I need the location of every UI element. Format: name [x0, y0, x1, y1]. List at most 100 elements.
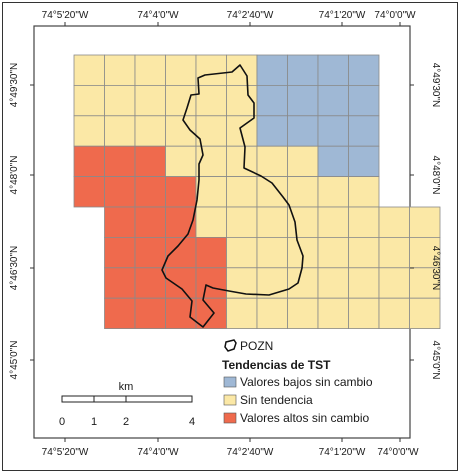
grid-cell	[134, 176, 166, 208]
grid-cell	[256, 85, 288, 117]
grid-cell	[256, 206, 288, 238]
grid-cell	[317, 236, 349, 269]
grid-cell	[287, 54, 319, 86]
grid-cell	[165, 145, 197, 177]
scale-tick-label: 0	[59, 416, 65, 428]
grid-cell	[104, 145, 136, 177]
grid-cell	[104, 297, 136, 330]
bottom-lon-label: 74°0'0"W	[377, 447, 419, 458]
legend-item-label: Sin tendencia	[240, 393, 313, 407]
grid-cell	[287, 267, 319, 299]
grid-cell	[195, 176, 227, 208]
grid-cell	[104, 176, 136, 208]
legend-swatch-none	[223, 394, 237, 406]
right-lat-label: 4°49'30"N	[430, 63, 441, 108]
grid-cell	[348, 297, 380, 330]
grid-cell	[73, 176, 105, 208]
scale-tick-label: 4	[189, 416, 195, 428]
grid-cell	[287, 85, 319, 117]
grid-cell	[195, 236, 227, 269]
grid-cell	[348, 85, 380, 117]
left-lat-label: 4°45'0"N	[9, 341, 20, 380]
grid-cell	[378, 206, 410, 238]
left-lat-label: 4°48'0"N	[9, 156, 20, 195]
grid-cell	[134, 54, 166, 86]
grid-cell	[287, 297, 319, 330]
grid-cell	[317, 54, 349, 86]
grid-cell	[348, 267, 380, 299]
grid-cell	[378, 236, 410, 269]
grid-cell	[317, 176, 349, 208]
grid-cell	[348, 115, 380, 147]
legend-boundary-label: POZN	[240, 339, 273, 353]
scale-tick-label: 1	[91, 416, 97, 428]
bottom-lon-label: 74°5'20"W	[42, 447, 89, 458]
top-lon-label: 74°1'20"W	[319, 10, 366, 21]
grid-cell	[409, 297, 441, 330]
legend-swatch-low	[223, 376, 237, 388]
grid-cell	[317, 85, 349, 117]
grid-cell	[226, 206, 258, 238]
grid-cell	[348, 54, 380, 86]
scale-segment	[125, 395, 193, 403]
grid-cell	[195, 54, 227, 86]
grid-cell	[256, 176, 288, 208]
bottom-lon-label: 74°2'40"W	[227, 447, 274, 458]
legend-title: Tendencias de TST	[222, 358, 331, 372]
grid-cell	[165, 85, 197, 117]
top-lon-label: 74°2'40"W	[227, 10, 274, 21]
grid-cell	[104, 236, 136, 269]
boundary-legend-icon	[224, 339, 237, 352]
grid-cell	[73, 54, 105, 86]
grid-cell	[104, 54, 136, 86]
grid-cell	[104, 85, 136, 117]
grid-cell	[165, 176, 197, 208]
grid-cell	[409, 236, 441, 269]
grid-cell	[256, 297, 288, 330]
grid-cell	[195, 297, 227, 330]
grid-cell	[226, 54, 258, 86]
grid-cell	[378, 297, 410, 330]
grid-cell	[195, 145, 227, 177]
grid-cell	[317, 115, 349, 147]
legend-item-label: Valores bajos sin cambio	[240, 375, 373, 389]
grid-cell	[134, 145, 166, 177]
grid-cell	[348, 176, 380, 208]
legend-swatch-high	[223, 412, 237, 424]
bottom-lon-label: 74°1'20"W	[319, 447, 366, 458]
tst-grid	[73, 54, 441, 330]
scale-unit-label: km	[119, 381, 134, 393]
grid-cell	[165, 206, 197, 238]
scale-bar: km 0 1 2 4	[59, 381, 195, 428]
grid-cell	[378, 267, 410, 299]
grid-cell	[226, 115, 258, 147]
grid-cell	[348, 145, 380, 177]
grid-cell	[317, 267, 349, 299]
grid-cell	[287, 145, 319, 177]
grid-cell	[287, 206, 319, 238]
grid-cell	[134, 236, 166, 269]
grid-cell	[73, 115, 105, 147]
left-lat-label: 4°49'30"N	[9, 63, 20, 108]
grid-cell	[104, 267, 136, 299]
grid-cell	[256, 115, 288, 147]
bottom-lon-label: 74°4'0"W	[137, 447, 179, 458]
grid-cell	[134, 267, 166, 299]
top-lon-label: 74°4'0"W	[137, 10, 179, 21]
grid-cell	[317, 206, 349, 238]
grid-cell	[348, 206, 380, 238]
grid-cell	[134, 115, 166, 147]
left-lat-label: 4°46'30"N	[9, 246, 20, 291]
scale-segment	[93, 395, 127, 403]
right-lat-label: 4°48'0"N	[430, 156, 441, 195]
grid-cell	[73, 145, 105, 177]
legend-item-label: Valores altos sin cambio	[240, 411, 369, 425]
grid-cell	[226, 236, 258, 269]
grid-cell	[165, 54, 197, 86]
legend: POZN Tendencias de TST Valores bajos sin…	[222, 339, 373, 425]
scale-segment	[61, 395, 95, 403]
grid-cell	[73, 85, 105, 117]
grid-cell	[134, 206, 166, 238]
grid-cell	[104, 206, 136, 238]
